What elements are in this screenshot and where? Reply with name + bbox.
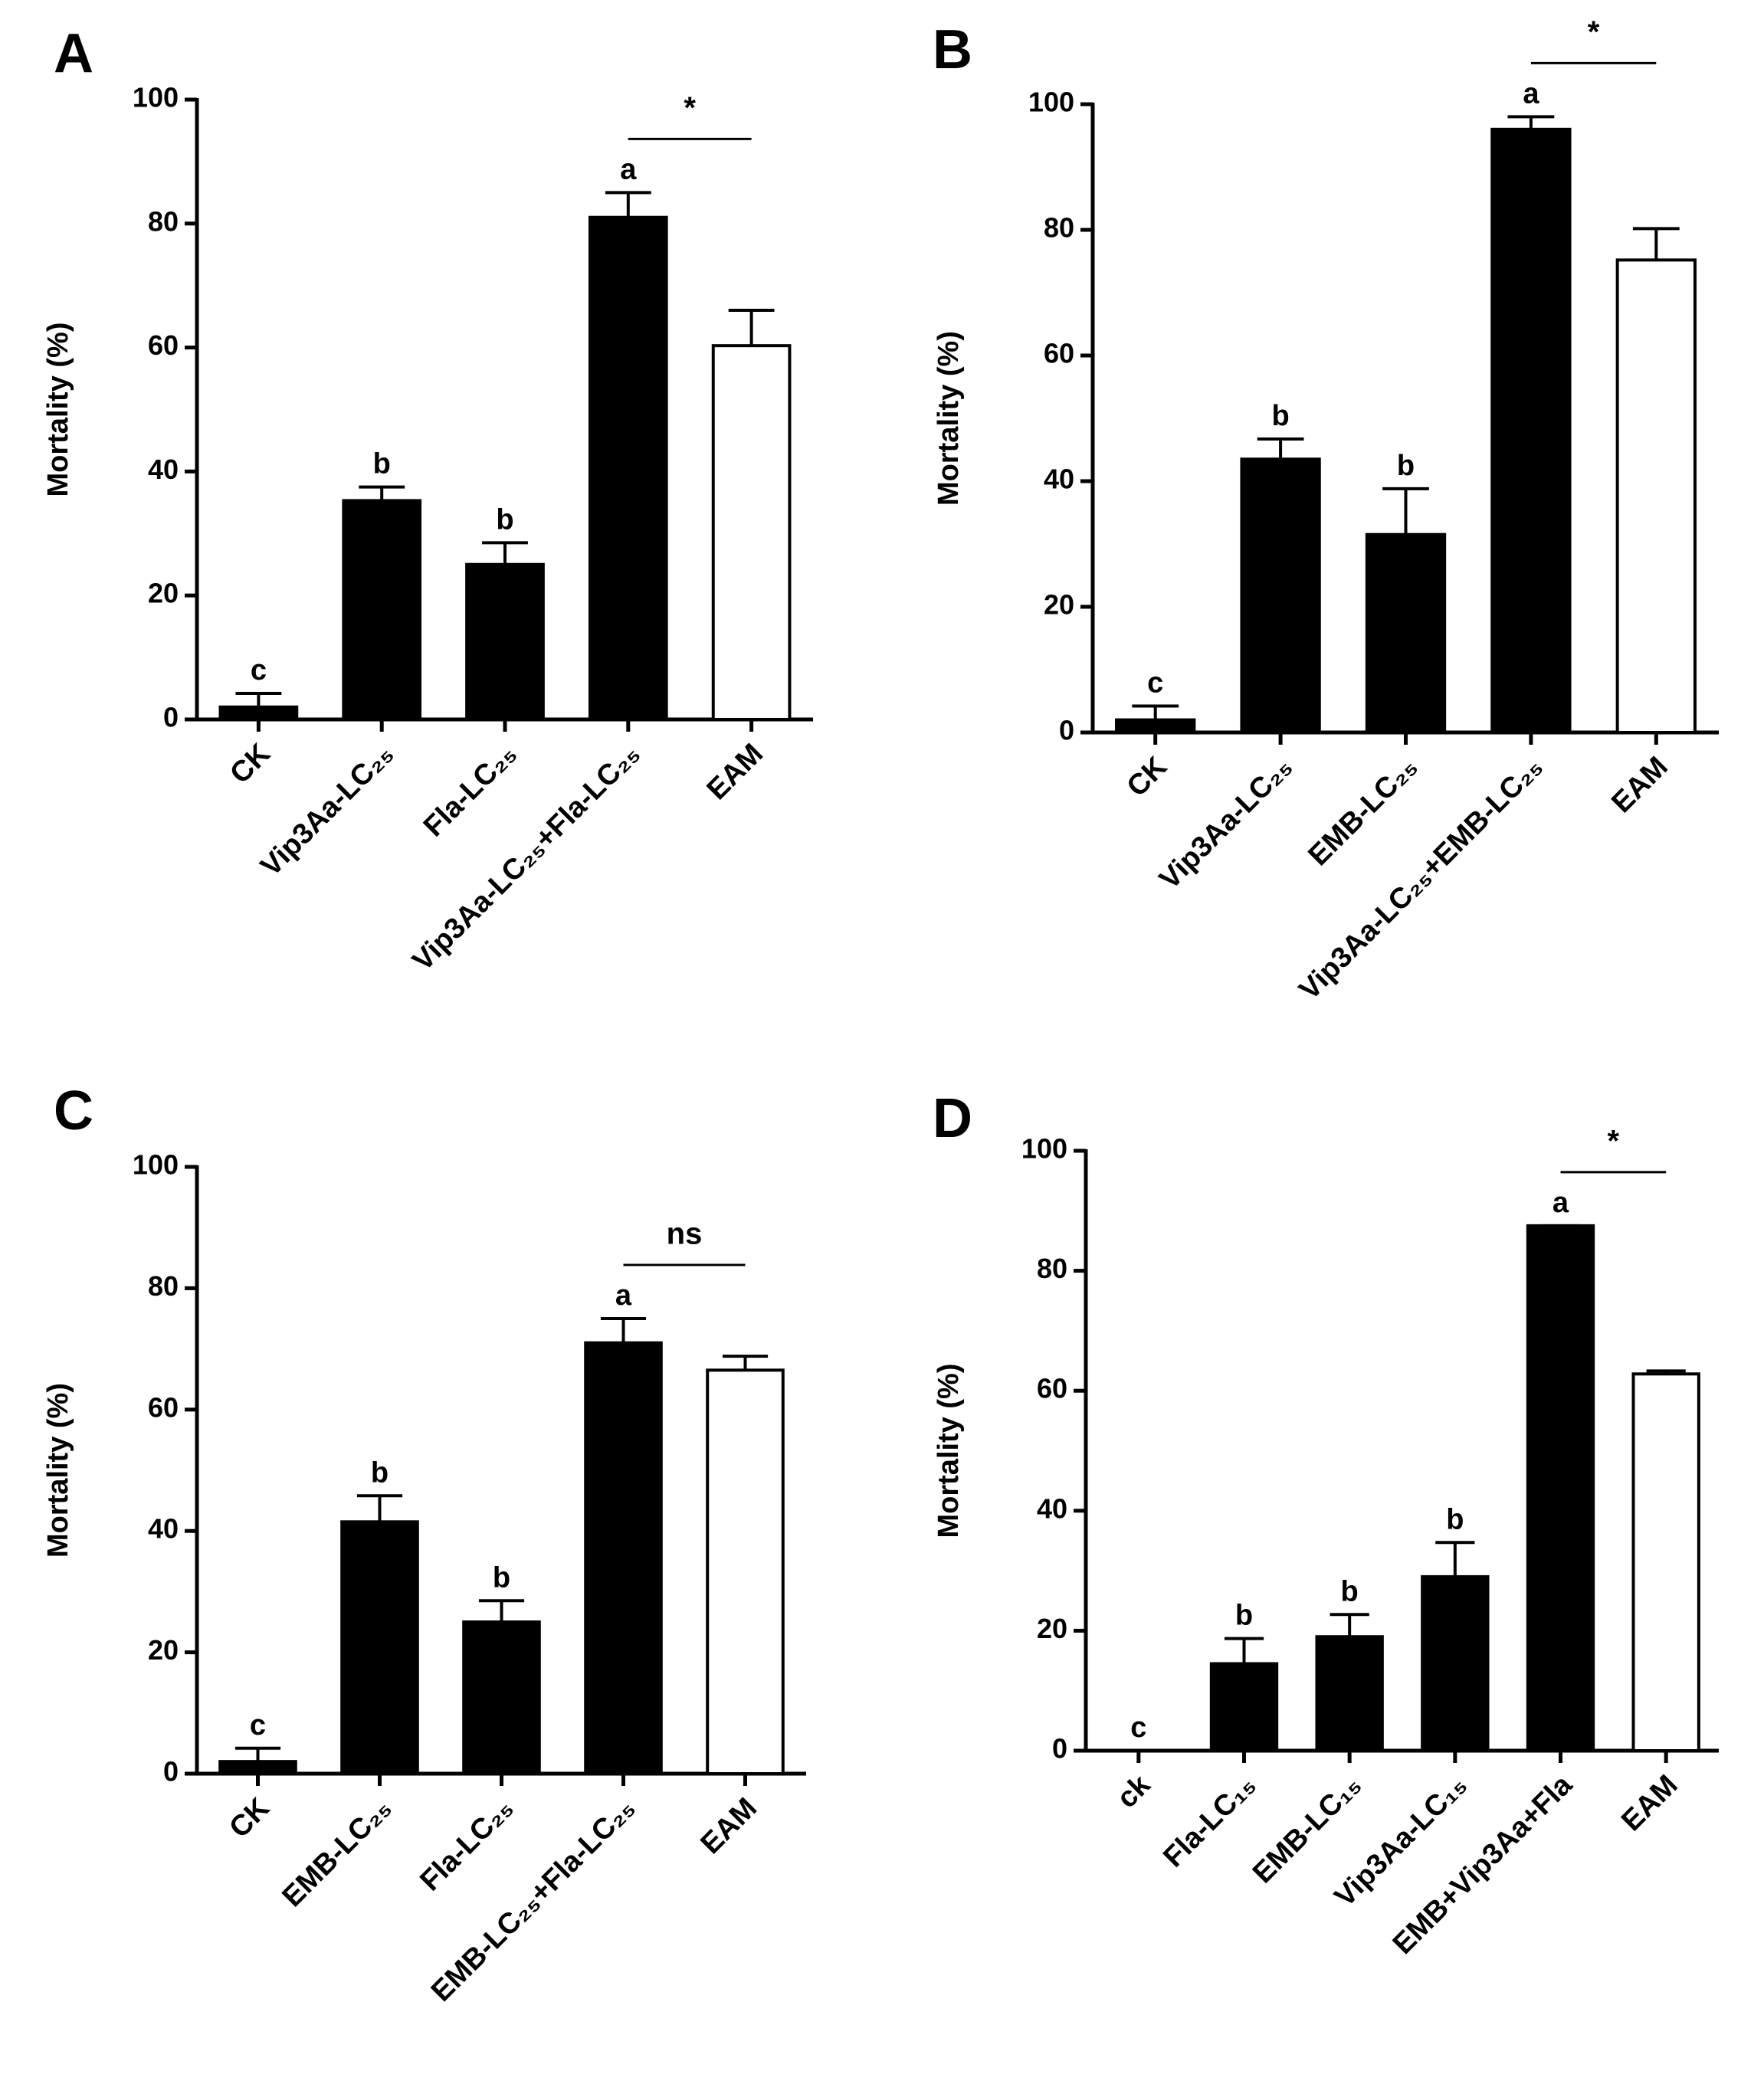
y-tick-label: 80 — [148, 1270, 179, 1302]
bar — [1365, 532, 1447, 734]
bar — [462, 1620, 541, 1775]
y-tick-label: 100 — [133, 1149, 179, 1181]
significance-letter: a — [1523, 77, 1539, 110]
significance-letter: b — [371, 1456, 389, 1489]
y-tick-label: 20 — [1044, 589, 1074, 621]
y-tick-label: 60 — [148, 1391, 179, 1423]
y-axis-label: Mortality (%) — [42, 323, 74, 497]
bar — [1209, 1662, 1279, 1753]
panel-label: B — [933, 19, 972, 80]
significance-letter: b — [1446, 1503, 1464, 1535]
significance-label: * — [1608, 1124, 1620, 1158]
bar — [1421, 1574, 1490, 1752]
y-tick-label: 80 — [1037, 1253, 1067, 1284]
y-axis-label: Mortality (%) — [933, 331, 965, 506]
significance-letter: b — [1235, 1600, 1253, 1632]
x-tick-label: EMB-LC₂₅ — [277, 1792, 398, 1913]
x-tick-label: EMB-LC₂₅+Fla-LC₂₅ — [425, 1792, 641, 2008]
y-tick-label: 60 — [148, 329, 179, 361]
significance-letter: a — [620, 153, 637, 185]
bar — [218, 705, 299, 722]
x-tick-label: CK — [224, 737, 277, 790]
x-tick-label: Fla-LC₁₅ — [1157, 1769, 1262, 1874]
panel-label: A — [54, 23, 93, 84]
y-axis-label: Mortality (%) — [933, 1364, 965, 1538]
x-tick-label: Fla-LC₂₅ — [418, 738, 523, 844]
panel-label: C — [54, 1080, 93, 1142]
significance-letter: a — [1553, 1187, 1569, 1219]
significance-label: * — [684, 91, 696, 125]
x-tick-label: EAM — [695, 1792, 763, 1860]
bar — [1526, 1224, 1595, 1752]
bar — [1615, 258, 1697, 734]
bar — [1315, 1635, 1384, 1752]
significance-letter: b — [493, 1561, 510, 1594]
bar — [465, 562, 545, 721]
significance-letter: b — [496, 503, 513, 536]
y-axis-label: Mortality (%) — [42, 1383, 74, 1558]
x-tick-label: ck — [1111, 1768, 1157, 1814]
significance-letter: c — [250, 1709, 266, 1741]
significance-letter: c — [251, 654, 267, 686]
significance-letter: a — [615, 1279, 632, 1312]
significance-letter: b — [1397, 450, 1415, 482]
bar — [706, 1368, 785, 1775]
y-tick-label: 60 — [1044, 338, 1074, 369]
x-tick-label: EMB+Vip3Aa+Fla — [1387, 1768, 1579, 1961]
bar — [1240, 457, 1321, 734]
significance-label: * — [1588, 15, 1600, 49]
y-tick-label: 40 — [148, 1513, 179, 1545]
bar — [711, 344, 792, 721]
y-tick-label: 20 — [148, 1634, 179, 1666]
bar — [584, 1341, 663, 1776]
x-tick-label: EAM — [1605, 751, 1674, 819]
significance-letter: c — [1130, 1712, 1146, 1744]
y-tick-label: 0 — [1059, 715, 1074, 746]
x-tick-label: Fla-LC₂₅ — [414, 1792, 520, 1898]
bar — [218, 1760, 297, 1775]
significance-letter: b — [1341, 1575, 1359, 1607]
x-tick-label: EMB-LC₂₅ — [1303, 751, 1424, 872]
y-tick-label: 60 — [1037, 1373, 1067, 1404]
significance-label: ns — [667, 1217, 703, 1251]
panel-label: D — [933, 1088, 972, 1149]
x-tick-label: Vip3Aa-LC₂₅ — [1153, 751, 1298, 896]
y-tick-label: 0 — [1052, 1733, 1067, 1764]
y-tick-label: 80 — [1044, 212, 1074, 244]
x-tick-label: Vip3Aa-LC₂₅ — [254, 738, 399, 883]
y-tick-label: 0 — [163, 702, 179, 733]
bar — [1631, 1372, 1700, 1752]
y-tick-label: 20 — [148, 578, 179, 609]
bar — [342, 499, 422, 721]
x-tick-label: Vip3Aa-LC₂₅+Fla-LC₂₅ — [406, 738, 646, 978]
y-tick-label: 40 — [148, 454, 179, 485]
y-tick-label: 100 — [133, 82, 179, 113]
bar — [1490, 127, 1572, 735]
bar — [588, 215, 668, 721]
x-tick-label: EAM — [1615, 1769, 1684, 1837]
significance-letter: b — [373, 448, 391, 480]
y-tick-label: 100 — [1028, 87, 1074, 118]
x-tick-label: CK — [1121, 750, 1174, 803]
y-tick-label: 40 — [1037, 1492, 1067, 1524]
significance-letter: b — [1271, 400, 1289, 432]
significance-letter: c — [1147, 667, 1163, 700]
y-tick-label: 40 — [1044, 464, 1074, 495]
x-tick-label: Vip3Aa-LC₂₅+EMB-LC₂₅ — [1293, 751, 1549, 1007]
bar — [1115, 718, 1196, 734]
y-tick-label: 20 — [1037, 1613, 1067, 1644]
x-tick-label: CK — [223, 1791, 276, 1844]
bar — [340, 1520, 419, 1775]
y-tick-label: 100 — [1021, 1133, 1067, 1165]
x-tick-label: EAM — [701, 738, 769, 806]
y-tick-label: 0 — [163, 1756, 179, 1787]
y-tick-label: 80 — [148, 205, 179, 237]
